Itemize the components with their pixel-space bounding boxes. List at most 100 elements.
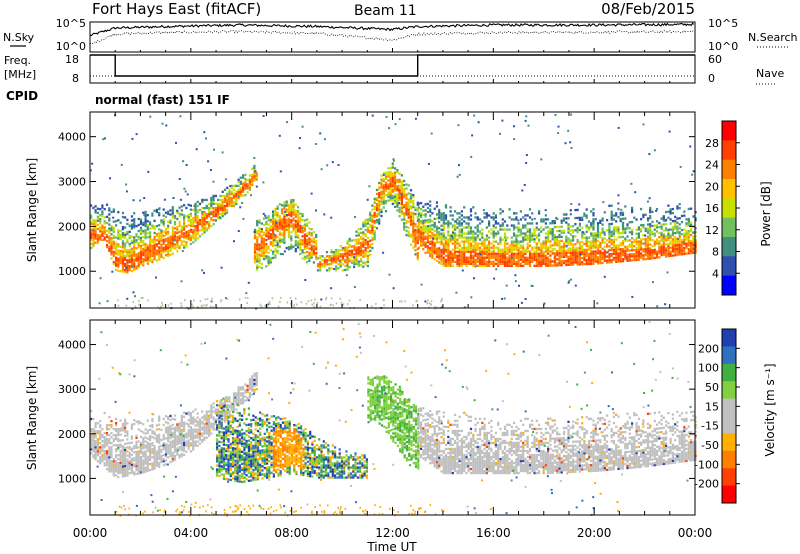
heatmap-cell: [162, 250, 165, 254]
heatmap-cell: [182, 160, 185, 163]
heatmap-cell: [655, 252, 659, 255]
heatmap-cell: [515, 216, 518, 219]
heatmap-cell: [522, 264, 525, 268]
heatmap-cell: [267, 235, 270, 238]
heatmap-cell: [554, 114, 557, 116]
heatmap-cell: [420, 236, 423, 239]
heatmap-cell: [603, 233, 606, 236]
heatmap-cell: [126, 240, 129, 244]
heatmap-cell: [476, 242, 479, 245]
heatmap-cell: [581, 253, 584, 256]
heatmap-cell: [662, 215, 665, 218]
heatmap-cell: [135, 239, 138, 242]
heatmap-cell: [119, 270, 122, 273]
heatmap-cell: [680, 241, 684, 244]
heatmap-cell: [674, 239, 677, 243]
heatmap-cell: [130, 423, 133, 426]
heatmap-cell: [112, 236, 115, 240]
heatmap-cell: [389, 193, 392, 196]
heatmap-cell: [463, 258, 466, 262]
heatmap-cell: [325, 296, 328, 299]
heatmap-cell: [183, 214, 186, 217]
heatmap-cell: [292, 245, 295, 248]
heatmap-cell: [289, 297, 292, 300]
heatmap-cell: [574, 257, 577, 260]
heatmap-cell: [121, 451, 124, 454]
heatmap-cell: [631, 255, 634, 258]
heatmap-cell: [119, 443, 122, 446]
heatmap-cell: [332, 261, 335, 264]
heatmap-cell: [396, 203, 399, 206]
heatmap-cell: [276, 241, 279, 245]
heatmap-cell: [162, 464, 165, 467]
heatmap-cell: [576, 261, 579, 264]
heatmap-cell: [360, 243, 363, 247]
heatmap-cell: [499, 228, 502, 231]
heatmap-cell: [481, 242, 484, 245]
heatmap-cell: [296, 246, 299, 249]
heatmap-cell: [396, 171, 399, 174]
heatmap-cell: [387, 173, 390, 176]
heatmap-cell: [281, 220, 284, 223]
heatmap-cell: [369, 253, 372, 257]
heatmap-cell: [624, 205, 627, 208]
heatmap-cell: [121, 465, 124, 468]
heatmap-cell: [538, 238, 541, 241]
heatmap-cell: [301, 229, 304, 232]
heatmap-cell: [400, 210, 403, 213]
heatmap-cell: [299, 242, 302, 246]
heatmap-cell: [574, 223, 577, 226]
heatmap-cell: [626, 225, 629, 228]
heatmap-cell: [499, 250, 502, 253]
heatmap-cell: [510, 218, 513, 221]
heatmap-cell: [346, 266, 349, 269]
heatmap-cell: [665, 237, 668, 240]
heatmap-cell: [535, 252, 538, 255]
heatmap-cell: [267, 233, 270, 236]
heatmap-cell: [417, 236, 420, 240]
heatmap-cell: [451, 248, 454, 251]
heatmap-cell: [674, 231, 677, 235]
heatmap-cell: [297, 224, 300, 227]
heatmap-cell: [378, 206, 381, 209]
heatmap-cell: [492, 230, 495, 233]
heatmap-cell: [128, 468, 131, 471]
heatmap-cell: [121, 427, 124, 430]
heatmap-cell: [90, 436, 93, 439]
heatmap-cell: [431, 242, 434, 245]
heatmap-cell: [362, 245, 365, 248]
heatmap-cell: [463, 260, 466, 264]
heatmap-cell: [133, 258, 136, 261]
heatmap-cell: [119, 471, 122, 474]
heatmap-cell: [149, 458, 152, 462]
heatmap-cell: [465, 222, 468, 225]
heatmap-cell: [380, 190, 383, 193]
heatmap-cell: [398, 194, 401, 198]
heatmap-cell: [301, 241, 304, 244]
heatmap-cell: [490, 216, 493, 219]
heatmap-cell: [503, 244, 507, 247]
heatmap-cell: [535, 262, 538, 266]
heatmap-cell: [355, 260, 358, 264]
heatmap-cell: [524, 298, 527, 300]
heatmap-cell: [306, 244, 309, 248]
heatmap-cell: [414, 208, 417, 212]
heatmap-cell: [427, 162, 430, 165]
heatmap-cell: [687, 248, 690, 251]
heatmap-cell: [635, 248, 638, 252]
heatmap-cell: [230, 186, 233, 190]
heatmap-cell: [662, 223, 665, 226]
heatmap-cell: [494, 214, 497, 217]
heatmap-cell: [315, 256, 318, 259]
heatmap-cell: [435, 251, 439, 254]
heatmap-cell: [325, 298, 327, 301]
heatmap-cell: [101, 436, 104, 439]
heatmap-cell: [553, 221, 556, 225]
heatmap-cell: [444, 222, 448, 225]
heatmap-cell: [251, 183, 254, 187]
heatmap-cell: [433, 223, 436, 227]
heatmap-cell: [294, 244, 297, 247]
heatmap-cell: [256, 248, 259, 251]
heatmap-cell: [444, 250, 448, 253]
heatmap-cell: [633, 216, 636, 219]
